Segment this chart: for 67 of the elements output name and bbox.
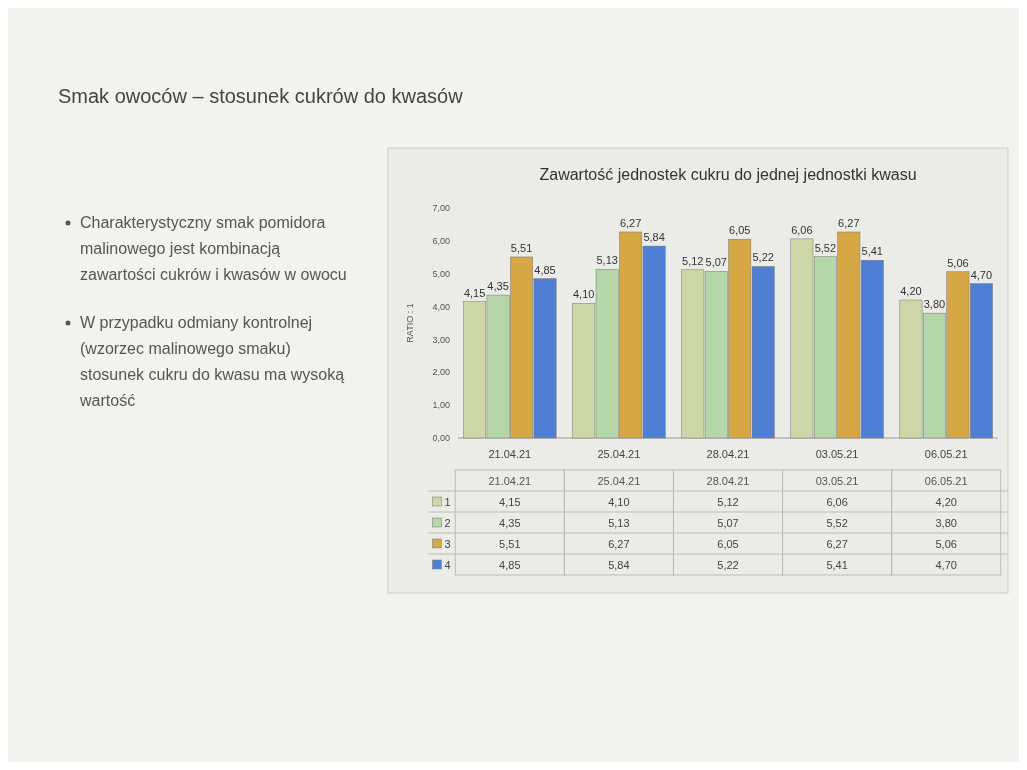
y-tick-label: 2,00 — [432, 367, 450, 378]
category-label: 06.05.21 — [924, 475, 968, 487]
text: 5,12 — [682, 254, 704, 267]
data-label: 5,84 — [608, 559, 630, 571]
data-label: 3,80 — [935, 517, 957, 529]
data-label: 5,41 — [826, 559, 848, 571]
x-tick-label: 25.04.21 — [597, 448, 641, 460]
text: Smak owoców – stosunek cukrów do kwasów — [58, 85, 464, 107]
x-tick-label: 06.05.21 — [924, 448, 968, 460]
chart-subtitle: Zawartość jednostek cukru do jednej jednostki kwasu — [539, 166, 917, 183]
text: 6,06 — [791, 223, 813, 236]
y-tick-label: 1,00 — [432, 400, 450, 411]
y-tick-label: 6,00 — [432, 236, 450, 247]
text: 5,13 — [596, 254, 618, 267]
x-tick-label: 03.05.21 — [815, 448, 859, 460]
y-tick-label: 0,00 — [432, 433, 450, 444]
data-label: 6,05 — [717, 538, 739, 550]
legend-label: 3 — [444, 538, 451, 550]
data-label: 4,70 — [935, 559, 957, 571]
category-label: 21.04.21 — [488, 475, 532, 487]
y-tick-label: 4,00 — [432, 301, 450, 312]
data-label: 4,35 — [499, 517, 521, 529]
text: 5,41 — [861, 245, 884, 258]
x-tick-label: 21.04.21 — [488, 448, 532, 460]
text: 4,10 — [572, 288, 595, 301]
text: 6,27 — [619, 216, 642, 229]
text: W przypadku odmiany kontrolnej (wzorzec malinowego smaku) stosunek cukru do kwasu ma wysoką wartość — [79, 314, 345, 409]
data-label: 5,51 — [499, 538, 521, 550]
data-label: 4,10 — [608, 496, 630, 508]
data-label: 4,15 — [499, 496, 521, 508]
data-label: 5,12 — [717, 496, 739, 508]
text: Charakterystyczny smak pomidora malinowego jest kombinacją zawartości cukrów i kwasów w owocu — [80, 214, 347, 283]
legend-label: 4 — [444, 559, 451, 571]
data-label: 5,07 — [717, 517, 739, 529]
data-label: 6,27 — [608, 538, 630, 550]
category-label: 03.05.21 — [815, 475, 859, 487]
data-label: 5,13 — [608, 517, 630, 529]
category-label: 28.04.21 — [706, 475, 750, 487]
text: 6,05 — [729, 224, 751, 237]
text: 6,27 — [838, 216, 860, 229]
legend-label: 2 — [444, 517, 451, 529]
text: 5,06 — [947, 256, 969, 269]
data-label: 6,06 — [826, 496, 848, 508]
text: 4,20 — [900, 285, 922, 297]
x-tick-label: 28.04.21 — [706, 448, 750, 460]
text: 3,80 — [923, 298, 946, 311]
data-label: 5,52 — [826, 517, 848, 529]
data-label: 5,06 — [935, 538, 957, 550]
data-label: 6,27 — [826, 538, 848, 550]
text: 5,22 — [752, 251, 774, 264]
category-label: 25.04.21 — [597, 475, 641, 487]
legend-label: 1 — [444, 496, 451, 508]
y-tick-label: 3,00 — [432, 334, 450, 345]
text: 4,85 — [534, 263, 556, 276]
y-axis-title: RATIO : 1 — [405, 303, 415, 343]
text: 4,15 — [463, 286, 486, 299]
y-tick-label: 7,00 — [432, 203, 450, 214]
y-tick-label: 5,00 — [432, 268, 450, 279]
text: 5,51 — [510, 241, 533, 254]
text: 5,52 — [814, 241, 837, 254]
text: 4,70 — [970, 268, 993, 281]
data-label: 5,22 — [717, 559, 739, 571]
text: 5,07 — [705, 256, 727, 269]
text: 4,35 — [487, 280, 509, 293]
text: 5,84 — [643, 231, 665, 244]
data-label: 4,20 — [935, 496, 957, 508]
data-label: 4,85 — [499, 559, 521, 571]
